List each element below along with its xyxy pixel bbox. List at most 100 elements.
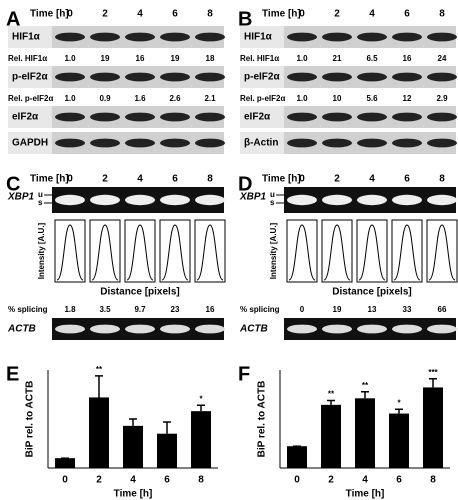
splicing-value: 66 xyxy=(438,305,447,314)
trace-box xyxy=(286,219,318,283)
row-label: Rel. HIF1α xyxy=(8,54,47,63)
panel-letter: C xyxy=(6,173,20,195)
band xyxy=(195,72,225,82)
significance: ** xyxy=(96,365,103,374)
time-value: 0 xyxy=(299,9,305,20)
trace xyxy=(393,224,421,281)
row-label: Rel. p-eIF2α xyxy=(8,94,53,103)
band xyxy=(322,32,352,42)
trace xyxy=(56,224,84,281)
band xyxy=(322,138,352,148)
trace xyxy=(428,224,456,281)
band xyxy=(125,32,155,42)
bar xyxy=(321,404,341,468)
band xyxy=(195,32,225,42)
band xyxy=(90,32,120,42)
band xyxy=(90,324,120,334)
row-value: 18 xyxy=(206,54,215,63)
band xyxy=(195,194,225,206)
row-label: HIF1α xyxy=(12,32,41,43)
row-value: 16 xyxy=(136,54,145,63)
band xyxy=(287,72,317,82)
band xyxy=(392,324,422,334)
panel-letter: F xyxy=(238,363,250,385)
trace xyxy=(91,224,119,281)
row-value: 1.0 xyxy=(296,94,308,103)
band xyxy=(125,72,155,82)
splicing-value: 1.8 xyxy=(64,305,76,314)
gel-label: XBP1 xyxy=(239,192,267,203)
splicing-value: 13 xyxy=(368,305,377,314)
band xyxy=(125,112,155,122)
time-label: Time [h] xyxy=(262,9,301,20)
significance: * xyxy=(199,394,203,403)
error-bar xyxy=(395,408,403,414)
row-label: p-eIF2α xyxy=(244,72,280,83)
band xyxy=(427,112,457,122)
x-tick-label: 2 xyxy=(96,475,102,486)
significance: ** xyxy=(362,381,369,390)
time-value: 2 xyxy=(102,9,108,20)
splicing-label: % splicing xyxy=(240,305,280,314)
row-label: Rel. p-eIF2α xyxy=(240,94,285,103)
x-label: Time [h] xyxy=(346,489,385,500)
row-value: 12 xyxy=(403,94,412,103)
y-label: Intensity [A.U.] xyxy=(269,222,278,279)
band xyxy=(90,72,120,82)
trace-box xyxy=(89,219,121,283)
time-value: 0 xyxy=(67,174,73,185)
band xyxy=(287,112,317,122)
band xyxy=(160,72,190,82)
time-value: 6 xyxy=(172,9,178,20)
control-label: ACTB xyxy=(239,324,268,335)
bar xyxy=(355,398,375,468)
y-label: BiP rel. to ACTB xyxy=(257,381,268,458)
error-bar xyxy=(129,418,137,426)
error-bar xyxy=(429,377,437,388)
trace-box xyxy=(391,219,423,283)
time-value: 4 xyxy=(369,174,375,185)
band-label: s xyxy=(270,198,275,207)
x-label: Distance [pixels] xyxy=(332,287,411,298)
row-value: 2.9 xyxy=(436,94,448,103)
row-value: 1.0 xyxy=(64,94,76,103)
row-value: 19 xyxy=(101,54,110,63)
trace xyxy=(196,224,224,281)
band xyxy=(125,324,155,334)
band xyxy=(90,112,120,122)
time-value: 2 xyxy=(102,174,108,185)
band xyxy=(160,112,190,122)
row-label: β-Actin xyxy=(244,138,278,149)
x-tick-label: 4 xyxy=(362,475,368,486)
row-value: 10 xyxy=(333,94,342,103)
y-label: BiP rel. to ACTB xyxy=(25,381,36,458)
panel-letter: B xyxy=(238,8,252,30)
band xyxy=(55,72,85,82)
trace-box xyxy=(54,219,86,283)
x-tick-label: 2 xyxy=(328,475,334,486)
error-bar xyxy=(361,391,369,399)
trace xyxy=(323,224,351,281)
band xyxy=(160,138,190,148)
band xyxy=(55,324,85,334)
row-value: 6.5 xyxy=(366,54,378,63)
band xyxy=(427,138,457,148)
bar xyxy=(389,413,409,468)
x-tick-label: 4 xyxy=(130,475,136,486)
row-value: 1.0 xyxy=(64,54,76,63)
row-value: 0.9 xyxy=(99,94,111,103)
band xyxy=(357,194,387,206)
row-value: 1.6 xyxy=(134,94,146,103)
significance: ** xyxy=(328,390,335,399)
time-value: 8 xyxy=(207,174,213,185)
bar xyxy=(287,446,307,468)
time-value: 8 xyxy=(207,9,213,20)
row-value: 24 xyxy=(438,54,447,63)
band xyxy=(287,138,317,148)
band xyxy=(322,324,352,334)
band xyxy=(125,194,155,206)
splicing-value: 0 xyxy=(300,305,305,314)
band xyxy=(160,194,190,206)
time-value: 2 xyxy=(334,9,340,20)
